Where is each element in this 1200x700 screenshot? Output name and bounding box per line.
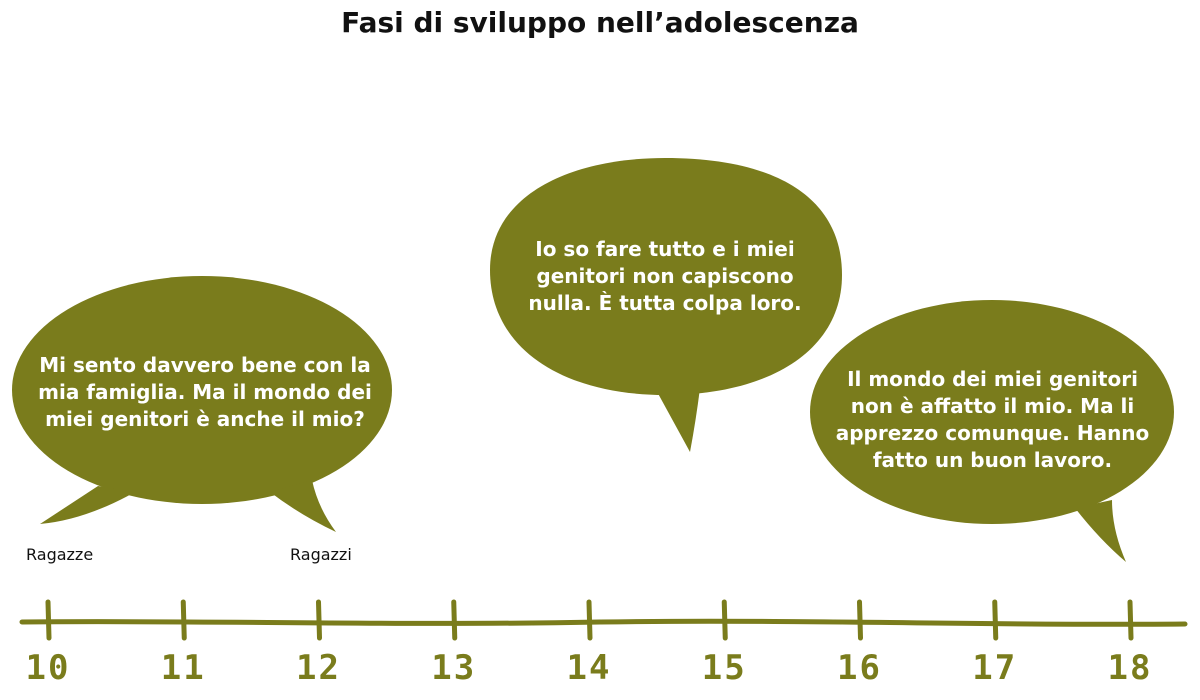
timeline-tick-label-16: 16 <box>837 648 882 688</box>
bubble-3-line-1: Il mondo dei miei genitori <box>847 367 1138 391</box>
timeline-tick-label-11: 11 <box>160 648 206 688</box>
timeline-tick-10 <box>45 599 52 641</box>
timeline-tick-label-14: 14 <box>566 648 612 688</box>
label-boys: Ragazzi <box>290 545 352 564</box>
bubble-3-text: Il mondo dei miei genitori non è affatto… <box>825 366 1160 474</box>
timeline-tick-17 <box>992 599 999 641</box>
bubble-2-line-2: genitori non capiscono <box>536 264 794 288</box>
timeline-tick-label-15: 15 <box>701 648 747 688</box>
bubble-2-line-1: Io so fare tutto e i miei <box>535 237 795 261</box>
label-girls: Ragazze <box>26 545 94 564</box>
bubble-3-line-2: non è affatto il mio. Ma li <box>850 394 1135 418</box>
bubble-3-line-3: apprezzo comunque. Hanno <box>835 421 1150 445</box>
timeline-tick-12 <box>316 599 322 641</box>
bubble-1-line-1: Mi sento davvero bene con la <box>39 353 371 377</box>
timeline-axis <box>19 618 1188 627</box>
speech-bubble-1 <box>12 276 392 532</box>
timeline-tick-label-13: 13 <box>431 648 477 688</box>
timeline <box>19 599 1188 641</box>
bubble-2-text: Io so fare tutto e i miei genitori non c… <box>500 236 830 317</box>
timeline-tick-14 <box>586 599 593 641</box>
timeline-tick-16 <box>857 599 863 641</box>
bubble-1-line-3: miei genitori è anche il mio? <box>45 407 365 431</box>
timeline-tick-label-10: 10 <box>25 648 71 688</box>
timeline-tick-label-17: 17 <box>972 648 1018 688</box>
timeline-tick-18 <box>1127 599 1134 641</box>
timeline-tick-label-12: 12 <box>296 648 341 688</box>
timeline-tick-label-18: 18 <box>1107 648 1153 688</box>
bubble-3-line-4: fatto un buon lavoro. <box>872 448 1113 472</box>
timeline-ticks <box>45 599 1134 641</box>
timeline-tick-13 <box>451 599 458 641</box>
diagram-title: Fasi di sviluppo nell’adolescenza <box>341 6 859 39</box>
bubble-1-text: Mi sento davvero bene con la mia famigli… <box>30 352 380 433</box>
timeline-tick-15 <box>721 599 728 641</box>
speech-bubble-3 <box>810 300 1174 562</box>
timeline-tick-11 <box>180 599 187 641</box>
bubble-2-line-3: nulla. È tutta colpa loro. <box>528 291 802 315</box>
bubble-1-line-2: mia famiglia. Ma il mondo dei <box>38 380 372 404</box>
speech-bubble-2 <box>490 158 842 452</box>
